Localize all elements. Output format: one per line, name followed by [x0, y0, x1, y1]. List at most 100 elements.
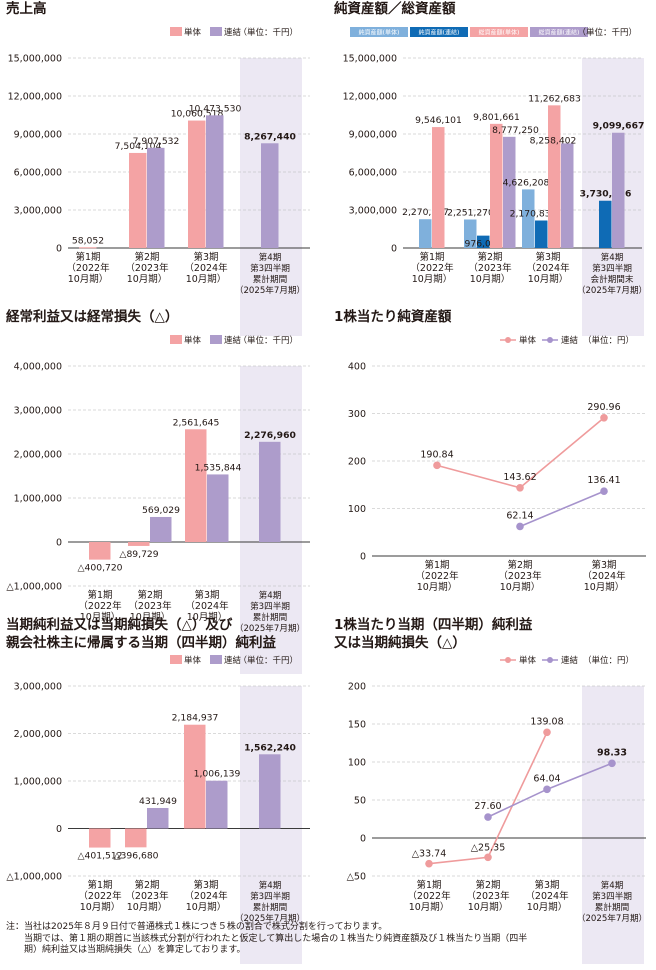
legend-label: 連結 [561, 335, 579, 346]
bar [206, 115, 224, 248]
y-tick-label: △1,000,000 [6, 872, 62, 883]
y-tick-label: 2,000,000 [14, 450, 62, 461]
x-tick-label: 累計期間 [253, 611, 287, 623]
legend-label: 総資産額(連結) [539, 29, 580, 37]
bar [259, 441, 281, 542]
y-tick-label: 150 [348, 720, 366, 731]
x-tick-label: （2024年 [525, 890, 569, 902]
x-tick-label: 10月期） [500, 581, 541, 593]
bar [150, 516, 172, 542]
x-tick-label: 第2期 [137, 589, 162, 601]
x-tick-label: 第4期 [259, 251, 282, 263]
x-tick-label: 10月期） [127, 273, 168, 285]
x-tick-label: 第2期 [134, 251, 159, 263]
legend-marker [547, 657, 553, 663]
chart-title-line-2: 親会社株主に帰属する当期（四半期）純利益 [6, 635, 276, 651]
x-tick-label: 10月期） [417, 581, 458, 593]
x-tick-label: （2022年 [407, 890, 451, 902]
bar [477, 235, 490, 248]
chart-svg: 0 3,000,000 6,000,000 9,000,000 12,000,000 15… [8, 27, 310, 336]
x-tick-label: （2022年 [66, 262, 110, 274]
bar-value-label: 4,626,208 [503, 177, 550, 188]
x-tick-label: 第3四半期 [250, 262, 290, 274]
x-tick-label: （2024年 [582, 570, 626, 582]
bar-value-label: 431,949 [139, 796, 177, 807]
data-point [543, 728, 551, 737]
bar [261, 143, 279, 248]
bar-value-label: 9,801,661 [473, 112, 520, 123]
bar [128, 542, 150, 546]
bar-value-label: 2,561,645 [173, 417, 220, 428]
x-tick-label: （2023年 [468, 262, 512, 274]
y-tick-label: 200 [348, 682, 366, 693]
chart-title-line-2: 又は当期純損失（△） [334, 635, 466, 651]
bar [89, 828, 111, 848]
legend-label: 総資産額(単体) [479, 29, 520, 37]
legend-label: 連結 [224, 27, 242, 38]
x-tick-label: 累計期間 [253, 901, 287, 913]
x-tick-label: （2024年 [184, 262, 228, 274]
legend-label: 単体 [184, 27, 202, 38]
chart-title: 1株当たり純資産額 [334, 309, 452, 325]
legend-swatch [350, 27, 408, 37]
point-value-label: 190.84 [420, 449, 453, 460]
legend-swatch [170, 27, 182, 36]
x-tick-label: 10月期） [528, 273, 569, 285]
bar-value-label: 10,060,518 [171, 109, 224, 120]
legend-swatch [170, 655, 182, 664]
x-tick-label: 第3四半期 [592, 262, 632, 274]
x-tick-label: 会計期間末 [591, 273, 634, 285]
y-tick-label: 4,000,000 [14, 362, 62, 373]
y-tick-label: 0 [56, 538, 62, 549]
data-point [600, 413, 608, 422]
y-tick-label: 9,000,000 [14, 130, 62, 141]
x-tick-label: （2022年 [78, 890, 122, 902]
legend-label: 単体 [184, 335, 202, 346]
bar [147, 807, 169, 829]
x-tick-label: 第3期 [194, 589, 219, 601]
y-tick-label: 0 [56, 244, 62, 255]
point-value-label: 139.08 [530, 716, 563, 727]
y-tick-label: 12,000,000 [343, 92, 397, 103]
point-value-label: △33.74 [412, 849, 447, 860]
legend-swatch [470, 27, 528, 37]
x-tick-label: （2025年7月期） [577, 284, 647, 296]
highlight-column [582, 686, 644, 964]
x-tick-label: （2022年 [78, 600, 122, 612]
y-tick-label: 15,000,000 [8, 54, 62, 65]
y-tick-label: 3,000,000 [349, 206, 397, 217]
bar [185, 429, 207, 542]
unit-label: （単位：千円） [238, 655, 298, 666]
legend-label: 純資産額(連結) [419, 29, 460, 37]
data-point [425, 859, 433, 868]
x-tick-label: 第3期 [534, 879, 559, 891]
x-tick-label: 10月期） [470, 273, 511, 285]
point-value-label: 64.04 [533, 773, 560, 784]
x-tick-label: 10月期） [127, 901, 168, 913]
legend-swatch [210, 655, 222, 664]
bar [464, 219, 477, 248]
x-tick-label: （2023年 [466, 890, 510, 902]
y-tick-label: 3,000,000 [14, 406, 62, 417]
chart-title: 売上高 [6, 1, 47, 17]
chart-title: 純資産額／総資産額 [334, 1, 456, 17]
bar [599, 200, 612, 248]
y-tick-label: 300 [348, 409, 366, 420]
x-tick-label: （2025年7月期） [235, 622, 305, 634]
bar [419, 219, 432, 248]
bar [79, 247, 97, 249]
chart-title-line-1: 1株当たり当期（四半期）純利益 [334, 617, 533, 633]
bar-value-label: 8,258,402 [530, 135, 577, 146]
bar [548, 105, 561, 248]
bar-value-label: 9,099,667 [593, 121, 645, 132]
y-tick-label: 15,000,000 [343, 54, 397, 65]
x-tick-label: 第3四半期 [592, 890, 632, 902]
y-tick-label: △1,000,000 [6, 582, 62, 593]
y-tick-label: 6,000,000 [349, 168, 397, 179]
point-value-label: 143.62 [503, 472, 536, 483]
y-tick-label: 200 [348, 457, 366, 468]
footnote-line-2: 当期では、第１期の期首に当該株式分割が行われたと仮定して算出した場合の１株当たり… [24, 933, 528, 944]
data-point [600, 487, 608, 496]
y-tick-label: 50 [354, 796, 366, 807]
bar [259, 754, 281, 829]
